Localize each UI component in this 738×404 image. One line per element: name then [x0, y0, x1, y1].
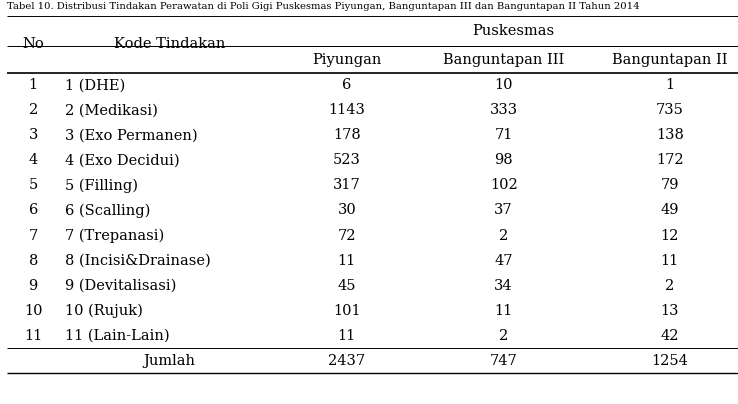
Text: 11: 11	[338, 254, 356, 267]
Text: 45: 45	[337, 279, 356, 292]
Text: 11: 11	[661, 254, 679, 267]
Text: Tabel 10. Distribusi Tindakan Perawatan di Poli Gigi Puskesmas Piyungan, Bangunt: Tabel 10. Distribusi Tindakan Perawatan …	[7, 2, 640, 11]
Text: 138: 138	[656, 128, 683, 142]
Text: 6 (Scalling): 6 (Scalling)	[65, 203, 151, 218]
Text: 9 (Devitalisasi): 9 (Devitalisasi)	[65, 279, 176, 292]
Text: 10: 10	[494, 78, 513, 92]
Text: 3 (Exo Permanen): 3 (Exo Permanen)	[65, 128, 198, 142]
Text: 2: 2	[499, 229, 508, 242]
Text: 11 (Lain-Lain): 11 (Lain-Lain)	[65, 329, 170, 343]
Text: Kode Tindakan: Kode Tindakan	[114, 38, 225, 51]
Text: 1: 1	[29, 78, 38, 92]
Text: 1: 1	[665, 78, 675, 92]
Text: 178: 178	[333, 128, 361, 142]
Text: 1254: 1254	[652, 354, 688, 368]
Text: 333: 333	[489, 103, 518, 117]
Text: 1143: 1143	[328, 103, 365, 117]
Text: 49: 49	[661, 204, 679, 217]
Text: Jumlah: Jumlah	[144, 354, 196, 368]
Text: 11: 11	[494, 304, 513, 318]
Text: 8: 8	[29, 254, 38, 267]
Text: 34: 34	[494, 279, 513, 292]
Text: 5 (Filling): 5 (Filling)	[65, 178, 138, 193]
Text: 2 (Medikasi): 2 (Medikasi)	[65, 103, 158, 117]
Text: 2: 2	[665, 279, 675, 292]
Text: 72: 72	[337, 229, 356, 242]
Text: 37: 37	[494, 204, 513, 217]
Text: 317: 317	[333, 179, 361, 192]
Text: 42: 42	[661, 329, 679, 343]
Text: 735: 735	[656, 103, 683, 117]
Text: Banguntapan II: Banguntapan II	[612, 53, 728, 67]
Text: 523: 523	[333, 154, 361, 167]
Text: 12: 12	[661, 229, 679, 242]
Text: 98: 98	[494, 154, 513, 167]
Text: 9: 9	[29, 279, 38, 292]
Text: 7 (Trepanasi): 7 (Trepanasi)	[65, 228, 164, 243]
Text: 8 (Incisi&Drainase): 8 (Incisi&Drainase)	[65, 254, 210, 267]
Text: 11: 11	[338, 329, 356, 343]
Text: 6: 6	[342, 78, 351, 92]
Text: 172: 172	[656, 154, 683, 167]
Text: 1 (DHE): 1 (DHE)	[65, 78, 125, 92]
Text: Piyungan: Piyungan	[312, 53, 382, 67]
Text: 4 (Exo Decidui): 4 (Exo Decidui)	[65, 154, 179, 167]
Text: 30: 30	[337, 204, 356, 217]
Text: 2: 2	[499, 329, 508, 343]
Text: 101: 101	[333, 304, 361, 318]
Text: 13: 13	[661, 304, 679, 318]
Text: 3: 3	[29, 128, 38, 142]
Text: 10 (Rujuk): 10 (Rujuk)	[65, 303, 143, 318]
Text: 5: 5	[29, 179, 38, 192]
Text: 102: 102	[490, 179, 517, 192]
Text: 71: 71	[494, 128, 513, 142]
Text: 4: 4	[29, 154, 38, 167]
Text: 11: 11	[24, 329, 42, 343]
Text: 2437: 2437	[328, 354, 365, 368]
Text: 7: 7	[29, 229, 38, 242]
Text: 47: 47	[494, 254, 513, 267]
Text: 747: 747	[490, 354, 517, 368]
Text: 2: 2	[29, 103, 38, 117]
Text: Banguntapan III: Banguntapan III	[443, 53, 565, 67]
Text: Puskesmas: Puskesmas	[472, 24, 554, 38]
Text: 6: 6	[29, 204, 38, 217]
Text: 10: 10	[24, 304, 43, 318]
Text: No: No	[22, 38, 44, 51]
Text: 79: 79	[661, 179, 679, 192]
